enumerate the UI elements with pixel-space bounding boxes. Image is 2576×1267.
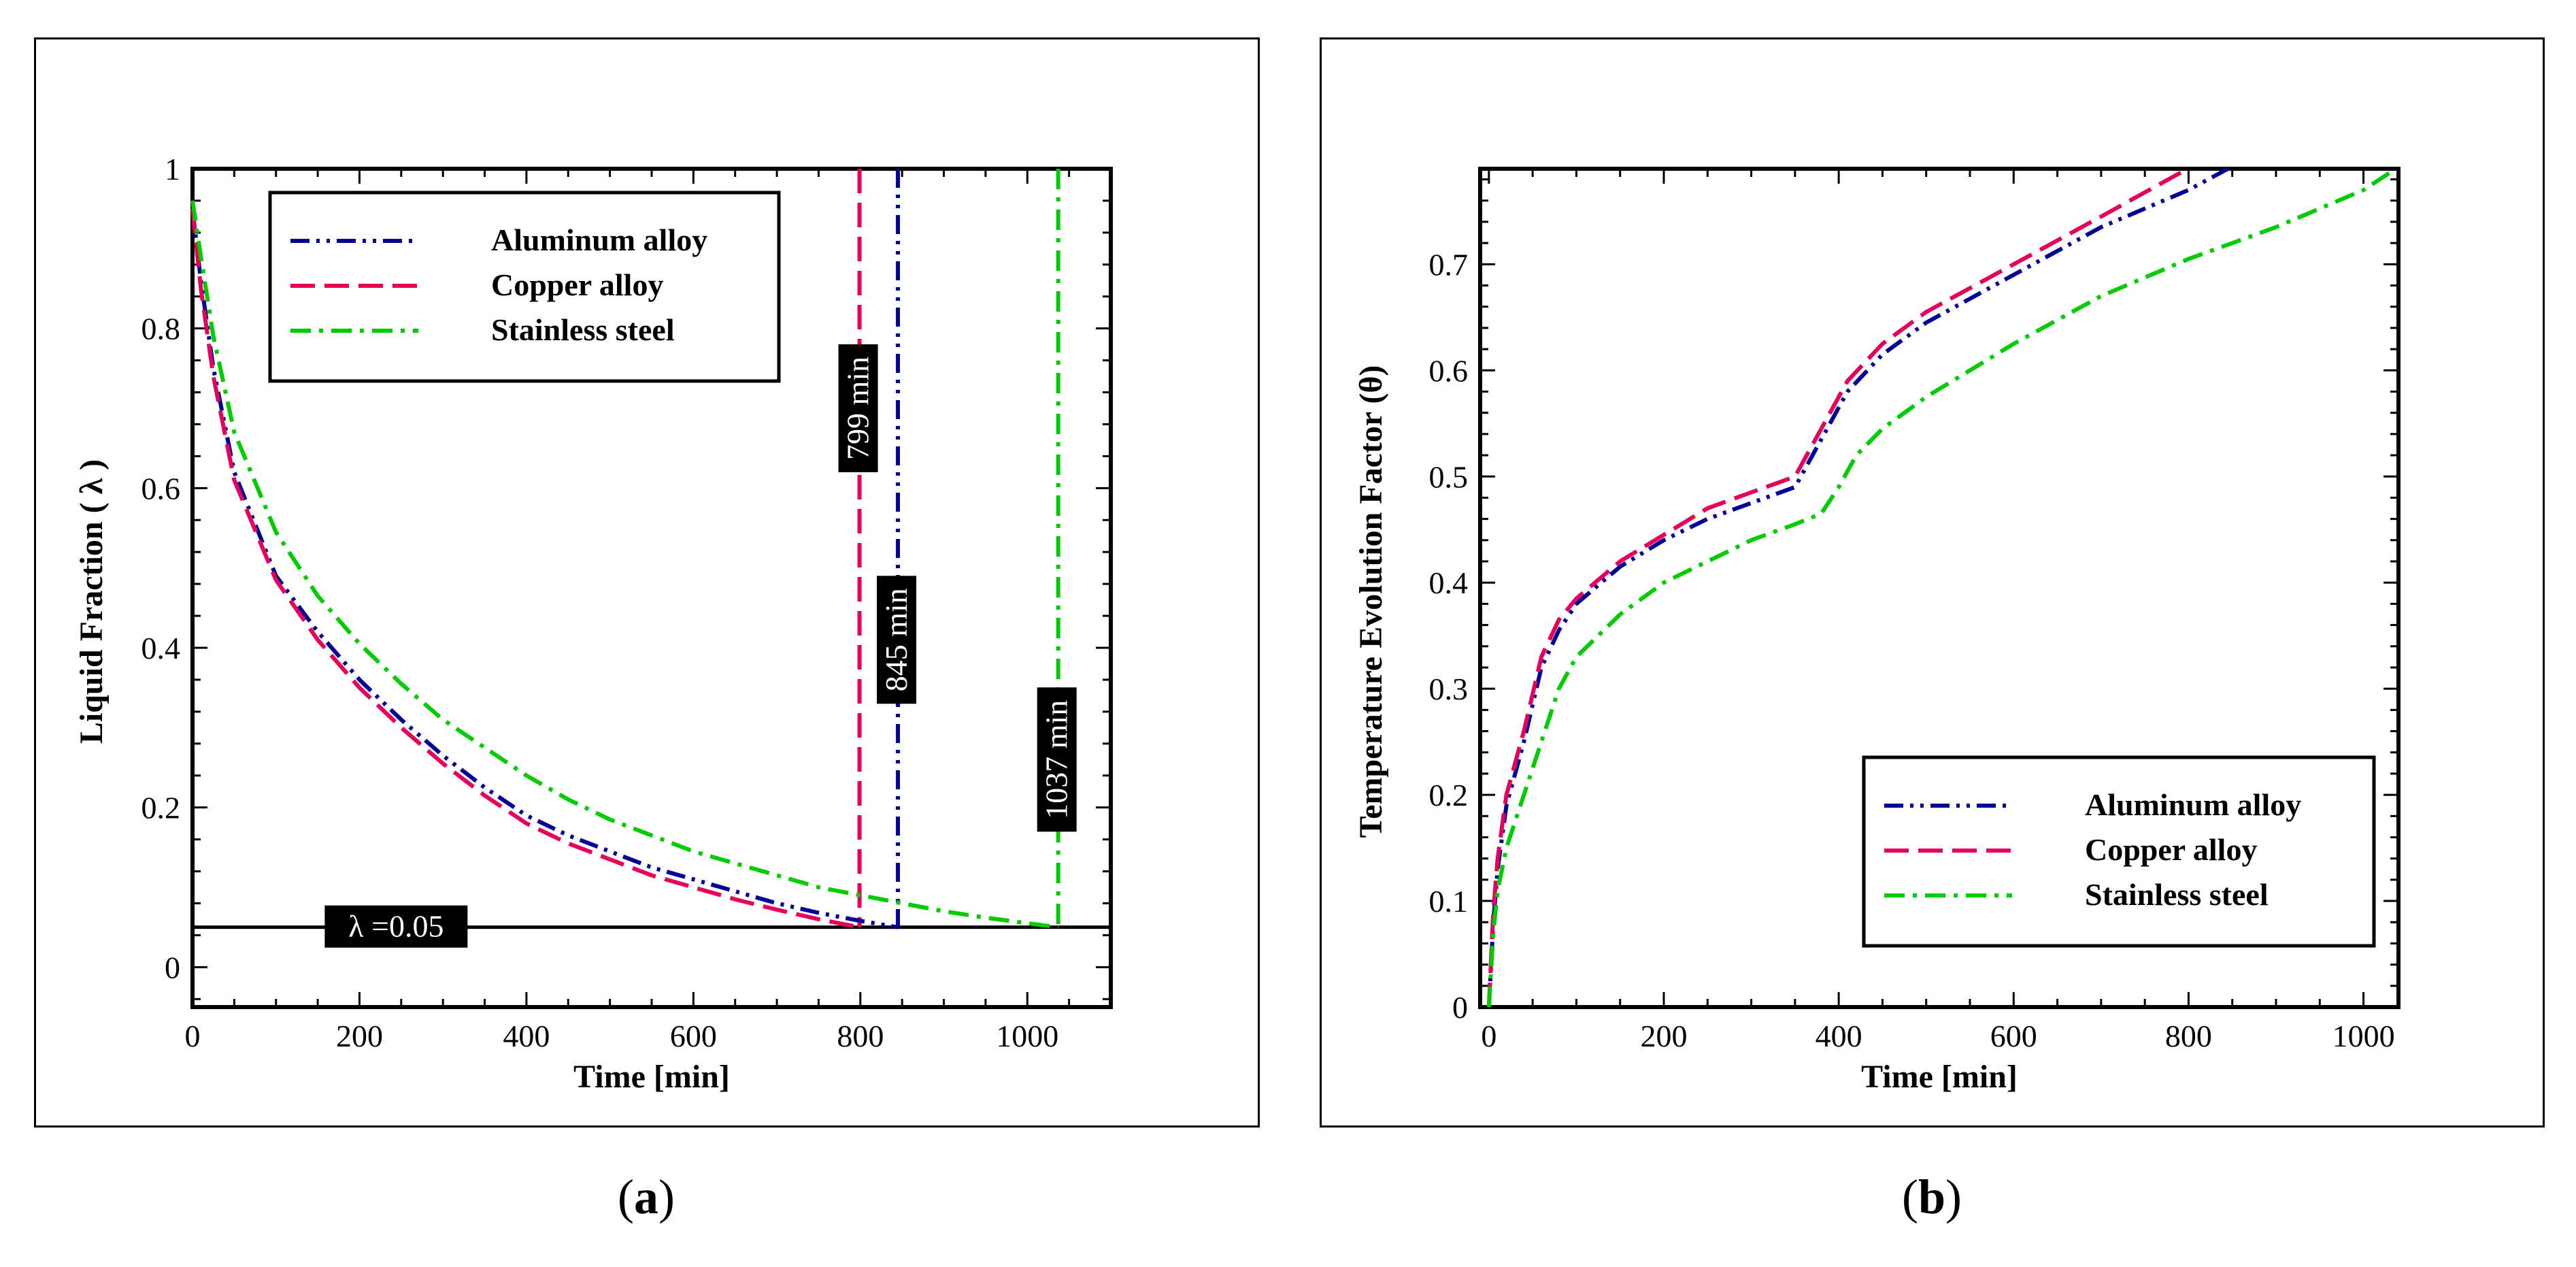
y-tick-label: 0 bbox=[165, 950, 180, 985]
y-tick-label: 0.5 bbox=[1429, 459, 1469, 494]
x-tick-label: 800 bbox=[2165, 1019, 2212, 1053]
legend-label: Copper alloy bbox=[2085, 832, 2257, 867]
threshold-label: λ =0.05 bbox=[348, 909, 444, 944]
x-tick-label: 400 bbox=[503, 1019, 550, 1053]
series-line-aluminum-alloy bbox=[190, 208, 899, 929]
vertical-line-label: 845 min bbox=[879, 588, 914, 691]
legend-b: Aluminum alloy Copper alloy Stainless stee… bbox=[1862, 755, 2376, 948]
y-tick-label: 0.6 bbox=[1429, 353, 1469, 388]
vertical-line-label-box bbox=[1037, 687, 1077, 832]
x-tick-label: 0 bbox=[1481, 1019, 1496, 1053]
legend-box bbox=[268, 191, 781, 383]
y-tick-label: 0.2 bbox=[1429, 778, 1469, 812]
vertical-line-label-box bbox=[838, 344, 878, 472]
y-tick-label: 0.7 bbox=[1429, 247, 1469, 282]
series-line-stainless-steel bbox=[190, 200, 1059, 929]
caption-a: (a) bbox=[618, 1170, 675, 1224]
vertical-line-label: 799 min bbox=[841, 357, 875, 460]
legend-label: Stainless steel bbox=[491, 312, 675, 347]
y-axis-title: Temperature Evolution Factor (θ) bbox=[1353, 365, 1389, 838]
y-axis-title: Liquid Fraction ( λ ) bbox=[73, 459, 110, 744]
legend-label: Aluminum alloy bbox=[491, 223, 707, 257]
plot-area-b bbox=[1478, 167, 2401, 1009]
legend-label: Copper alloy bbox=[491, 267, 663, 302]
x-tick-label: 200 bbox=[1641, 1019, 1688, 1053]
series-line-copper-alloy bbox=[1486, 167, 2189, 1008]
x-tick-label: 200 bbox=[336, 1019, 383, 1053]
chart-b: 0 200 400 600 800 1000 0 0.1 0.2 0.3 0.4 0.5 0.6 0.7 T… bbox=[1353, 167, 2401, 1095]
threshold-label-box bbox=[324, 905, 468, 948]
caption-b-letter: b bbox=[1918, 1170, 1946, 1224]
series-line-aluminum-alloy bbox=[1486, 167, 2229, 1008]
legend-box bbox=[1862, 755, 2376, 948]
x-tick-label: 600 bbox=[1990, 1019, 2037, 1053]
x-tick-label: 400 bbox=[1816, 1019, 1862, 1053]
x-tick-label: 1000 bbox=[2332, 1019, 2395, 1053]
y-tick-label: 0.8 bbox=[141, 312, 181, 346]
y-tick-label: 0.4 bbox=[1429, 565, 1469, 600]
y-tick-label: 0 bbox=[1452, 990, 1468, 1025]
y-tick-label: 0.1 bbox=[1429, 884, 1469, 919]
x-axis-title: Time [min] bbox=[1861, 1059, 2018, 1095]
legend-a: Aluminum alloy Copper alloy Stainless stee… bbox=[268, 191, 781, 383]
vertical-line-label: 1037 min bbox=[1039, 700, 1074, 819]
y-tick-label: 0.2 bbox=[141, 791, 181, 825]
x-tick-label: 0 bbox=[185, 1019, 201, 1053]
x-tick-label: 600 bbox=[670, 1019, 717, 1053]
x-tick-label: 1000 bbox=[996, 1019, 1058, 1053]
caption-a-letter: a bbox=[634, 1170, 658, 1224]
y-tick-label: 1 bbox=[165, 152, 180, 186]
series-line-stainless-steel bbox=[1486, 167, 2397, 1008]
x-tick-label: 800 bbox=[837, 1019, 884, 1053]
legend-label: Stainless steel bbox=[2085, 877, 2269, 912]
chart-a: 0 200 400 600 800 1000 0 0.2 0.4 0.6 0.8 1 Time [min… bbox=[73, 152, 1113, 1095]
vertical-line-label-box bbox=[877, 576, 917, 704]
x-axis-title: Time [min] bbox=[573, 1059, 730, 1095]
legend-label: Aluminum alloy bbox=[2085, 787, 2301, 822]
series-line-copper-alloy bbox=[190, 208, 860, 929]
y-tick-label: 0.3 bbox=[1429, 672, 1469, 706]
caption-b: (b) bbox=[1901, 1170, 1962, 1224]
y-tick-label: 0.6 bbox=[141, 471, 181, 506]
y-tick-label: 0.4 bbox=[141, 631, 181, 665]
